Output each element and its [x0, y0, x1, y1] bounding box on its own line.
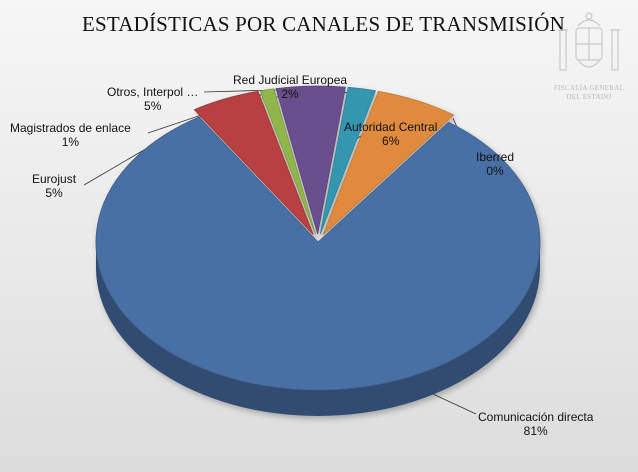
slice-name: Otros, Interpol …	[107, 85, 199, 99]
slice-percent: 1%	[61, 135, 80, 149]
slice-percent: 6%	[382, 134, 400, 148]
emblem-caption: FISCALÍA GENERAL DEL ESTADO	[548, 84, 630, 102]
slice-name: Autoridad Central	[344, 120, 438, 134]
emblem-line-2: DEL ESTADO	[566, 93, 612, 101]
pie-slice	[322, 90, 455, 236]
data-label-iberred: Iberred 0%	[476, 150, 514, 178]
slice-name: Red Judicial Europea	[233, 73, 348, 87]
pie-slice	[275, 85, 346, 235]
slice-name: Comunicación directa	[478, 410, 594, 424]
slice-name: Eurojust	[32, 172, 77, 186]
pie-slice	[193, 90, 314, 235]
slice-percent: 5%	[45, 186, 63, 200]
slice-percent: 0%	[486, 164, 504, 178]
data-label-red-judicial-europea: Red Judicial Europea 2%	[233, 73, 347, 101]
coat-of-arms-emblem	[558, 12, 620, 71]
slice-percent: 2%	[281, 87, 299, 101]
slice-percent: 81%	[523, 424, 548, 438]
slice-name: Iberred	[476, 150, 515, 164]
pie-slice-side	[96, 242, 540, 416]
pie-slices	[95, 85, 541, 416]
pie-slice	[259, 88, 316, 235]
data-label-otros-interpol: Otros, Interpol … 5%	[107, 85, 198, 113]
data-label-magistrados-de-enlace: Magistrados de enlace 1%	[10, 121, 131, 149]
slice-name: Magistrados de enlace	[10, 121, 131, 135]
pie-slice	[95, 116, 541, 391]
chart-title: ESTADÍSTICAS POR CANALES DE TRANSMISIÓN	[82, 12, 565, 36]
slice-percent: 5%	[144, 99, 162, 113]
data-label-comunicacion-directa: Comunicación directa 81%	[478, 410, 593, 438]
data-label-eurojust: Eurojust 5%	[32, 172, 76, 200]
pie-slice	[319, 86, 377, 235]
emblem-line-1: FISCALÍA GENERAL	[553, 84, 625, 92]
data-label-autoridad-central: Autoridad Central 6%	[344, 120, 437, 148]
